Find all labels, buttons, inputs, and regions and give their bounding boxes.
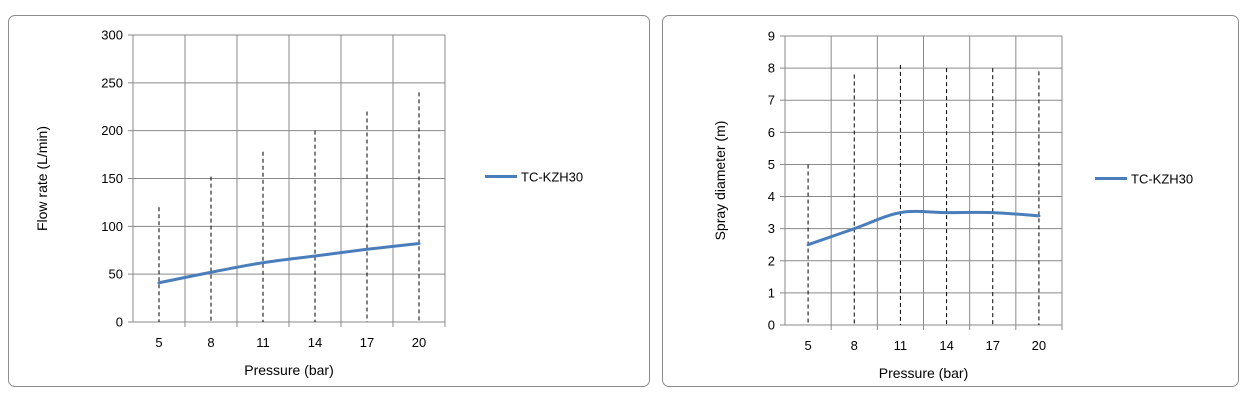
x-tick-label: 5 bbox=[155, 335, 162, 350]
series-line-0 bbox=[806, 209, 1041, 247]
x-tick-label: 17 bbox=[986, 338, 1000, 353]
y-tick-label: 4 bbox=[768, 189, 775, 204]
x-tick-label: 14 bbox=[308, 335, 322, 350]
y-tick-label: 50 bbox=[109, 267, 123, 282]
y-tick-label: 0 bbox=[768, 318, 775, 333]
y-tick-label: 250 bbox=[101, 75, 123, 90]
y-tick-label: 150 bbox=[101, 171, 123, 186]
x-axis-title: Pressure (bar) bbox=[879, 365, 968, 381]
y-tick-label: 6 bbox=[768, 125, 775, 140]
x-tick-label: 11 bbox=[894, 338, 908, 353]
y-tick-label: 8 bbox=[768, 61, 775, 76]
x-tick-label: 14 bbox=[939, 338, 953, 353]
y-tick-label: 1 bbox=[768, 285, 775, 300]
flow-rate-chart-panel: 0 50 100 150 200 250 300 5 8 11 14 17 20 TC-KZH30 Pres… bbox=[8, 15, 650, 387]
y-axis-title: Flow rate (L/min) bbox=[34, 126, 50, 231]
spray-diameter-chart: 0 1 2 3 4 5 6 7 8 9 5 8 11 14 17 20 TC-KZH30 Pressure (ba… bbox=[712, 29, 1193, 382]
y-tick-label: 100 bbox=[101, 219, 123, 234]
y-tick-label: 0 bbox=[116, 315, 123, 330]
x-tick-label: 20 bbox=[412, 335, 426, 350]
x-axis-title: Pressure (bar) bbox=[244, 362, 333, 378]
series-line-0 bbox=[157, 242, 421, 285]
legend-label: TC-KZH30 bbox=[521, 170, 583, 185]
x-tick-label: 8 bbox=[207, 335, 214, 350]
x-tick-label: 5 bbox=[804, 338, 811, 353]
x-tick-label: 8 bbox=[851, 338, 858, 353]
x-tick-label: 17 bbox=[360, 335, 374, 350]
y-tick-label: 200 bbox=[101, 123, 123, 138]
spray-diameter-chart-panel: 0 1 2 3 4 5 6 7 8 9 5 8 11 14 17 20 TC-KZH30 Pressure (ba… bbox=[662, 15, 1239, 387]
flow-rate-chart: 0 50 100 150 200 250 300 5 8 11 14 17 20 TC-KZH30 Pres… bbox=[34, 28, 583, 379]
x-tick-label: 11 bbox=[256, 335, 270, 350]
y-axis-title: Spray diameter (m) bbox=[712, 121, 728, 241]
x-tick-label: 20 bbox=[1032, 338, 1046, 353]
y-tick-label: 3 bbox=[768, 221, 775, 236]
y-tick-label: 300 bbox=[101, 28, 123, 43]
y-tick-label: 5 bbox=[768, 157, 775, 172]
legend-label: TC-KZH30 bbox=[1131, 172, 1193, 187]
y-tick-label: 2 bbox=[768, 253, 775, 268]
y-tick-label: 7 bbox=[768, 93, 775, 108]
y-tick-label: 9 bbox=[768, 29, 775, 44]
